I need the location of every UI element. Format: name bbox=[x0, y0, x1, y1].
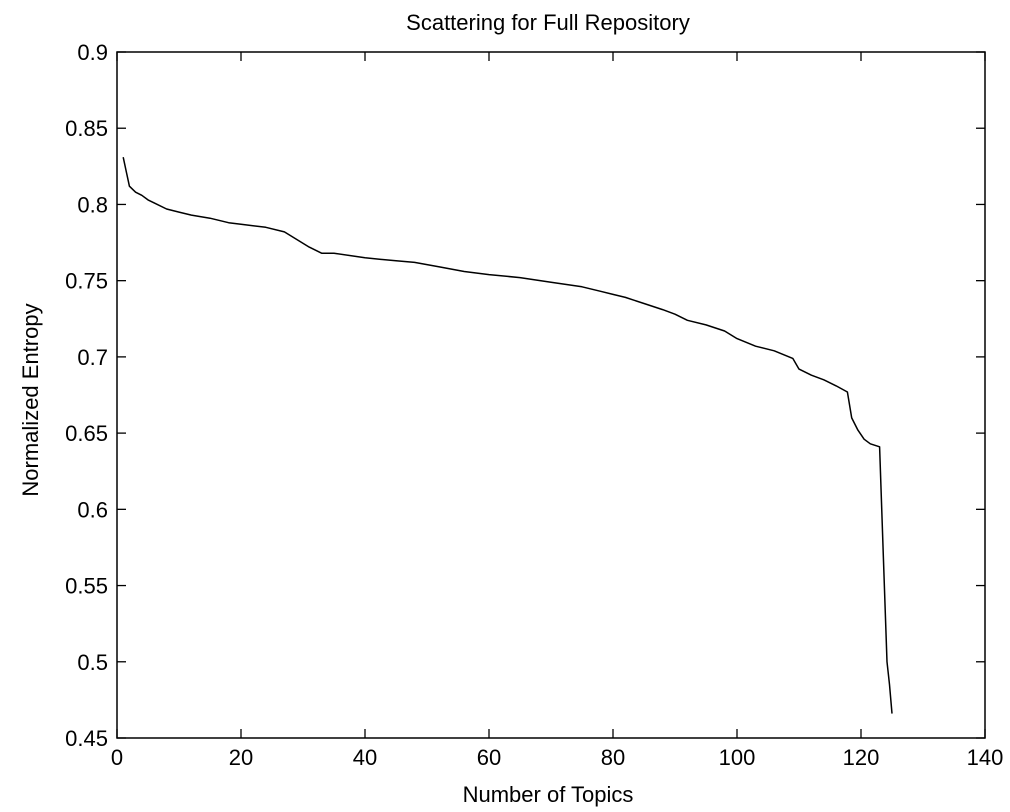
y-axis-title: Normalized Entropy bbox=[18, 303, 43, 496]
series-line bbox=[122, 157, 893, 714]
x-tick-label: 140 bbox=[967, 745, 1004, 770]
x-tick-label: 0 bbox=[111, 745, 123, 770]
x-tick-label: 100 bbox=[719, 745, 756, 770]
x-axis-title: Number of Topics bbox=[463, 782, 634, 807]
x-tick-label: 40 bbox=[353, 745, 377, 770]
y-tick-label: 0.85 bbox=[65, 116, 108, 141]
y-tick-label: 0.75 bbox=[65, 269, 108, 294]
y-tick-label: 0.55 bbox=[65, 574, 108, 599]
y-tick-label: 0.5 bbox=[77, 650, 108, 675]
y-tick-label: 0.7 bbox=[77, 345, 108, 370]
chart-title: Scattering for Full Repository bbox=[406, 10, 690, 35]
y-tick-label: 0.45 bbox=[65, 726, 108, 751]
y-tick-label: 0.9 bbox=[77, 40, 108, 65]
y-tick-label: 0.8 bbox=[77, 192, 108, 217]
x-tick-label: 80 bbox=[601, 745, 625, 770]
y-tick-label: 0.6 bbox=[77, 497, 108, 522]
y-tick-label: 0.65 bbox=[65, 421, 108, 446]
x-tick-label: 120 bbox=[843, 745, 880, 770]
x-tick-label: 20 bbox=[229, 745, 253, 770]
axes-box bbox=[116, 51, 986, 739]
plot-area: 0 20 40 60 80 100 120 140 0.45 0.5 0.55 0.6 0.65 0.7 0… bbox=[65, 40, 1003, 770]
x-tick-label: 60 bbox=[477, 745, 501, 770]
